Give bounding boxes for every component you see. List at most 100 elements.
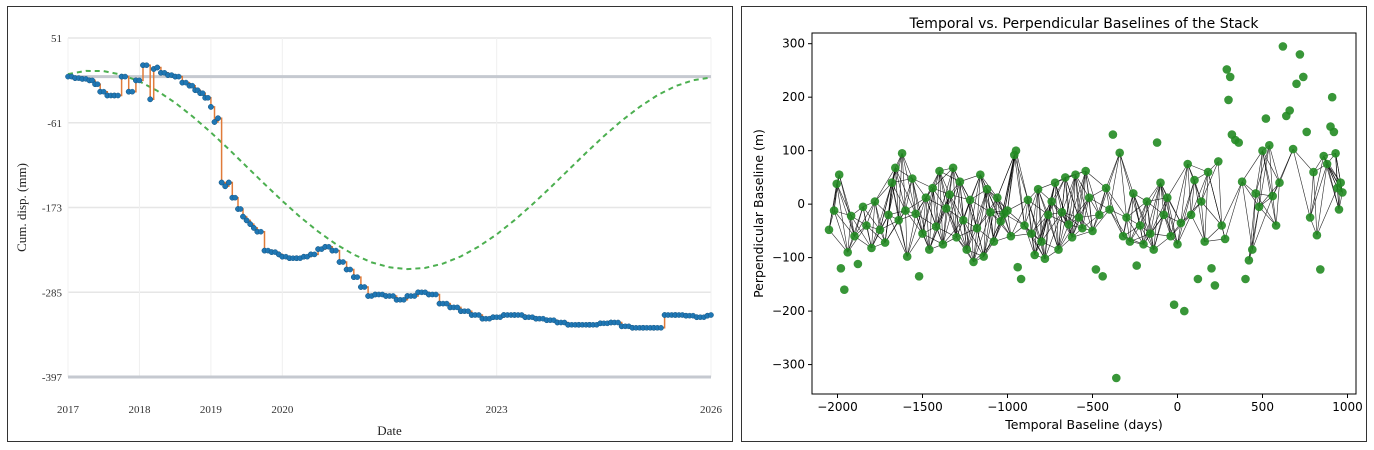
baseline-point xyxy=(1095,210,1104,220)
network-edge xyxy=(952,167,957,238)
network-edges xyxy=(828,145,1343,263)
baseline-point xyxy=(829,206,839,215)
displacement-point xyxy=(222,183,228,190)
network-edge xyxy=(1309,163,1328,218)
baseline-point xyxy=(843,248,852,257)
network-edge xyxy=(1160,182,1171,237)
network-edge xyxy=(1024,189,1039,226)
network-edge xyxy=(1167,163,1188,198)
network-edge xyxy=(1143,201,1148,245)
network-edge xyxy=(1150,182,1161,234)
baseline-point xyxy=(832,179,841,189)
network-edge xyxy=(949,194,967,250)
baseline-point xyxy=(1309,167,1318,177)
displacement-point xyxy=(354,274,361,280)
network-edge xyxy=(993,197,998,242)
baseline-point xyxy=(976,170,985,179)
network-edge xyxy=(973,228,978,262)
baseline-point xyxy=(834,170,844,179)
baseline-point xyxy=(1016,274,1026,284)
network-edge xyxy=(1275,182,1280,226)
baseline-point xyxy=(862,221,871,230)
baseline-point xyxy=(1142,197,1152,206)
network-edge xyxy=(898,220,908,257)
baseline-point xyxy=(1214,157,1223,166)
baseline-point xyxy=(1146,229,1155,238)
network-edge xyxy=(1105,152,1120,189)
network-edge xyxy=(1129,193,1134,242)
baseline-point xyxy=(914,272,924,281)
baseline-point xyxy=(1081,166,1090,176)
network-edge xyxy=(935,167,954,227)
network-edge xyxy=(942,181,961,245)
network-edge xyxy=(983,189,988,257)
displacement-point xyxy=(240,213,246,220)
network-edge xyxy=(847,206,864,253)
network-edge xyxy=(1201,201,1205,242)
baseline-point xyxy=(955,177,965,186)
network-edge xyxy=(1015,150,1025,226)
displacement-point xyxy=(154,64,161,71)
network-edge xyxy=(1160,182,1178,245)
network-edge xyxy=(1105,187,1127,218)
network-edge xyxy=(942,220,964,245)
baseline-point xyxy=(908,174,917,183)
network-edge xyxy=(1313,172,1318,236)
baseline-point xyxy=(1207,264,1216,273)
network-edge xyxy=(1109,152,1120,210)
x-axis-label: Temporal Baseline (days) xyxy=(1004,417,1162,432)
baseline-point xyxy=(1305,213,1315,222)
displacement-point xyxy=(218,179,225,186)
displacement-point xyxy=(189,82,196,89)
network-edge xyxy=(980,174,991,213)
network-edge xyxy=(1262,150,1277,226)
y-tick-label: 300 xyxy=(782,37,805,51)
network-edge xyxy=(906,197,927,257)
network-edge xyxy=(1241,150,1263,182)
network-edge xyxy=(963,220,984,257)
baseline-point xyxy=(1033,184,1043,194)
baseline-point xyxy=(901,206,910,215)
baseline-point xyxy=(1003,206,1012,215)
x-tick-label: 2018 xyxy=(128,404,151,416)
x-tick-label: −1500 xyxy=(902,400,943,414)
baseline-point xyxy=(1254,202,1264,212)
network-edge xyxy=(969,174,981,201)
network-edge xyxy=(1048,177,1066,215)
baseline-point xyxy=(1258,146,1267,155)
network-edge xyxy=(969,199,974,262)
displacement-line xyxy=(68,64,712,329)
network-edge xyxy=(1204,172,1209,242)
network-edge xyxy=(980,174,995,242)
baseline-point xyxy=(1013,262,1022,272)
baseline-point xyxy=(1271,221,1281,230)
network-edge xyxy=(1133,193,1154,250)
baseline-point xyxy=(979,252,988,261)
baseline-point xyxy=(1203,167,1213,177)
displacement-point xyxy=(175,73,182,80)
baseline-point xyxy=(1118,231,1128,241)
baseline-point xyxy=(1197,197,1206,206)
network-edge xyxy=(1085,170,1100,215)
y-tick-label: -397 xyxy=(42,372,63,384)
network-edge xyxy=(1269,145,1280,183)
displacement-point xyxy=(411,293,418,299)
network-edge xyxy=(1258,145,1270,207)
network-edge xyxy=(932,188,944,245)
displacement-point xyxy=(347,266,354,273)
displacement-point xyxy=(208,104,214,110)
network-edge xyxy=(1054,182,1063,213)
displacement-point xyxy=(100,88,107,95)
baseline-point xyxy=(1278,42,1288,51)
network-edge xyxy=(912,178,923,234)
network-edge xyxy=(1015,150,1029,200)
network-edge xyxy=(1316,187,1338,236)
baseline-point xyxy=(959,215,968,225)
baseline-point xyxy=(1193,274,1203,284)
baseline-point xyxy=(1163,193,1172,202)
baseline-point xyxy=(1088,226,1097,236)
cumulative-displacement-chart: 51 -61 -173 -285 -397 2017 2018 2019 2020 2023 202… xyxy=(14,33,723,438)
network-edge xyxy=(932,167,954,189)
baseline-point xyxy=(1261,114,1271,123)
network-edge xyxy=(990,212,995,242)
